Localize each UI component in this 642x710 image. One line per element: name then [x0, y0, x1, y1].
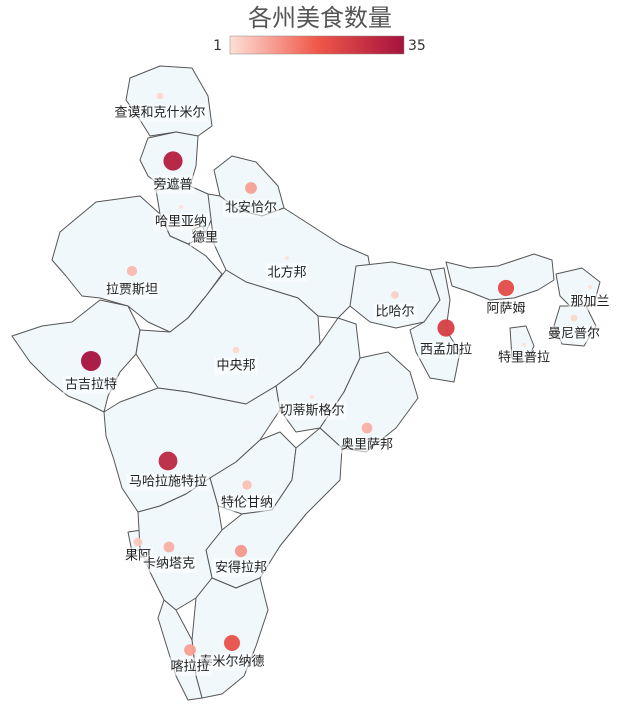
- map-title: 各州美食数量: [248, 4, 392, 32]
- state-label: 西孟加拉: [420, 343, 472, 358]
- state-label: 那加兰: [570, 295, 609, 310]
- state-label-background: [218, 494, 276, 512]
- state-label-background: [373, 303, 417, 321]
- bubble-marker[interactable]: [245, 182, 257, 194]
- state-label: 泰米尔纳德: [199, 655, 264, 670]
- bubble-marker[interactable]: [310, 395, 314, 399]
- state-label: 安得拉邦: [215, 560, 267, 576]
- bubble-marker[interactable]: [588, 285, 592, 289]
- state-label: 喀拉拉: [170, 659, 209, 675]
- state-label-background: [189, 229, 221, 247]
- state-label: 特伦甘纳: [221, 496, 273, 511]
- bubble-marker[interactable]: [81, 351, 101, 371]
- state-label-background: [495, 349, 553, 367]
- state-karnataka[interactable]: [137, 477, 223, 611]
- bubble-marker[interactable]: [285, 256, 289, 260]
- bubble-marker[interactable]: [133, 537, 143, 547]
- state-label: 曼尼普尔: [548, 327, 600, 342]
- state-label: 马哈拉施特拉: [129, 475, 207, 490]
- state-label-background: [545, 325, 603, 343]
- state-label-background: [197, 653, 267, 671]
- color-scale-bar: [229, 35, 405, 55]
- state-label: 阿萨姆: [486, 302, 525, 317]
- legend-max-label: 35: [408, 38, 426, 54]
- bubble-marker[interactable]: [391, 291, 399, 299]
- bubble-marker[interactable]: [361, 422, 373, 434]
- state-label-background: [568, 293, 612, 311]
- state-label: 特里普拉: [498, 351, 550, 366]
- state-label-background: [265, 263, 309, 282]
- bubble-marker[interactable]: [234, 544, 248, 558]
- bubble-marker[interactable]: [437, 319, 455, 337]
- state-label-background: [222, 199, 280, 217]
- bubble-marker[interactable]: [156, 92, 164, 100]
- state-label: 古吉拉特: [65, 378, 117, 393]
- state-label: 哈里亚纳: [155, 215, 207, 230]
- state-label-background: [62, 376, 120, 394]
- bubble-marker[interactable]: [163, 541, 175, 553]
- state-assam[interactable]: [445, 253, 555, 301]
- bubble-marker[interactable]: [232, 346, 240, 354]
- bubble-marker[interactable]: [179, 205, 183, 209]
- bubble-marker[interactable]: [522, 343, 526, 347]
- state-label-background: [277, 401, 347, 420]
- bubble-marker[interactable]: [163, 151, 183, 171]
- state-gujarat[interactable]: [11, 299, 141, 413]
- state-label-background: [112, 104, 208, 122]
- state-label: 北安恰尔: [225, 201, 277, 216]
- state-label-background: [126, 473, 210, 491]
- state-label: 奥里萨邦: [341, 438, 393, 453]
- legend-min-label: 1: [213, 38, 222, 54]
- state-label-background: [212, 558, 270, 577]
- state-label-background: [338, 436, 396, 454]
- state-label-background: [214, 357, 258, 375]
- bubble-marker[interactable]: [497, 279, 515, 297]
- state-label: 切蒂斯格尔: [279, 403, 344, 419]
- state-label: 北方邦: [267, 265, 306, 281]
- state-jammu-kashmir[interactable]: [125, 65, 213, 137]
- state-label-background: [103, 281, 161, 299]
- bubble-marker[interactable]: [184, 644, 196, 656]
- bubble-marker[interactable]: [570, 314, 578, 322]
- bubble-marker[interactable]: [242, 480, 252, 490]
- state-label-background: [484, 300, 528, 318]
- state-label-background: [140, 555, 198, 573]
- bubble-marker[interactable]: [224, 635, 240, 651]
- state-label-background: [151, 175, 195, 194]
- state-label: 旁遮普: [153, 177, 192, 193]
- state-label: 德里: [192, 231, 218, 246]
- state-label-background: [417, 341, 475, 359]
- state-label: 拉贾斯坦: [106, 283, 158, 298]
- state-label: 查谟和克什米尔: [114, 106, 205, 121]
- state-label-background: [152, 213, 210, 231]
- state-label: 卡纳塔克: [143, 557, 195, 572]
- state-label-background: [168, 657, 212, 676]
- state-label: 中央邦: [216, 359, 255, 374]
- bubble-marker[interactable]: [126, 265, 138, 277]
- state-label: 比哈尔: [375, 305, 414, 320]
- bubble-marker[interactable]: [158, 451, 178, 471]
